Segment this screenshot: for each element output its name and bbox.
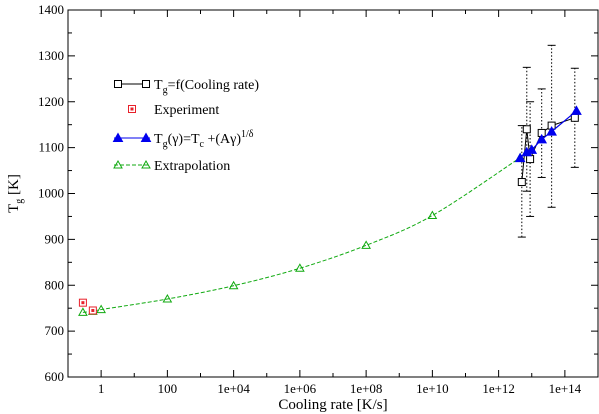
legend-marker xyxy=(141,159,151,169)
plot-frame xyxy=(67,9,599,378)
legend-marker xyxy=(142,80,150,88)
y-tick-label: 800 xyxy=(45,277,65,292)
fit-point xyxy=(526,144,538,154)
y-tick-label: 900 xyxy=(45,231,65,246)
x-tick-label: 1e+08 xyxy=(350,381,383,396)
fit-point xyxy=(571,105,582,115)
extrapolation-point xyxy=(228,280,239,290)
cooling-rate-point xyxy=(526,155,535,164)
legend-marker xyxy=(112,132,124,142)
extrapolation-point xyxy=(295,263,305,272)
legend-marker xyxy=(114,80,122,88)
x-tick-label: 100 xyxy=(158,381,178,396)
y-axis-label: Tg [K] xyxy=(6,174,25,213)
x-tick-label: 1e+06 xyxy=(284,381,317,396)
legend-item-extrapolation: Extrapolation xyxy=(113,159,230,174)
y-tick-label: 1100 xyxy=(38,140,64,155)
extrapolation-point xyxy=(78,307,88,316)
fit-point xyxy=(514,152,526,163)
x-tick-label: 1e+12 xyxy=(482,381,515,396)
series-experiment xyxy=(78,298,97,315)
series-fit xyxy=(514,105,582,163)
x-axis-label: Cooling rate [K/s] xyxy=(278,397,387,413)
y-tick-label: 600 xyxy=(45,369,65,384)
x-tick-label: 1e+10 xyxy=(416,381,449,396)
extrapolation-point xyxy=(96,304,106,314)
y-axis: 600 700 800 900 1000 1100 1200 1300 1400 xyxy=(38,2,598,384)
extrapolation-point xyxy=(361,240,371,249)
fit-point xyxy=(546,126,557,136)
cooling-rate-point xyxy=(517,178,526,187)
x-tick-label: 1e+04 xyxy=(217,381,250,396)
x-axis: 1 100 1e+04 1e+06 1e+08 1e+10 1e+12 1e+14 xyxy=(67,10,599,396)
y-axis-label-group: Tg [K] xyxy=(6,174,25,213)
y-tick-label: 1300 xyxy=(38,48,64,63)
legend-marker xyxy=(113,159,123,169)
legend: Tg=f(Cooling rate) Experiment Tg(γ)=Tc +(A… xyxy=(112,78,259,174)
legend-item-experiment: Experiment xyxy=(128,103,219,118)
legend-item-fit: Tg(γ)=Tc +(Aγ)1/δ xyxy=(112,129,254,150)
x-tick-label: 1e+14 xyxy=(549,381,582,396)
legend-marker-center xyxy=(130,107,134,111)
series-cooling-rate xyxy=(517,44,579,238)
y-tick-label: 700 xyxy=(45,323,65,338)
cooling-rate-point xyxy=(522,125,531,134)
legend-label: Extrapolation xyxy=(154,159,230,174)
fit-point xyxy=(536,133,548,144)
cooling-rate-point xyxy=(570,113,579,122)
legend-item-cooling_rate: Tg=f(Cooling rate) xyxy=(114,78,259,96)
experiment-point-center xyxy=(91,308,95,312)
y-tick-label: 1200 xyxy=(38,94,64,109)
y-tick-label: 1000 xyxy=(38,186,64,201)
extrapolation-point xyxy=(162,294,173,303)
x-tick-label: 1 xyxy=(98,381,105,396)
series-extrapolation xyxy=(78,152,526,316)
extrapolation-curve xyxy=(82,157,521,313)
experiment-point-center xyxy=(81,301,85,305)
y-tick-label: 1400 xyxy=(38,2,64,17)
extrapolation-point xyxy=(427,210,438,220)
legend-label: Tg(γ)=Tc +(Aγ)1/δ xyxy=(154,129,254,150)
legend-label: Tg=f(Cooling rate) xyxy=(154,78,259,96)
legend-marker xyxy=(140,132,152,142)
legend-label: Experiment xyxy=(154,103,219,118)
